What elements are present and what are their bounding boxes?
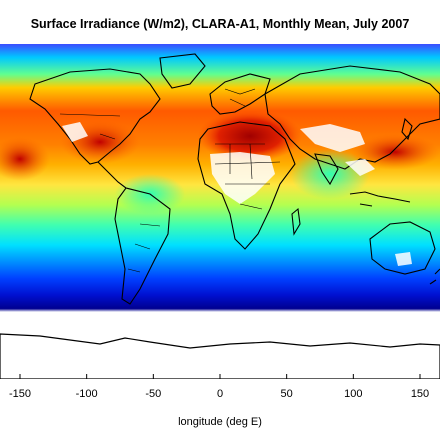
no-data-south-asia [345,159,375,176]
x-axis-tick-labels: -150 -100 -50 0 50 100 150 [9,388,429,400]
central-america-outline [97,161,127,189]
indonesia-outline [349,191,411,207]
x-tick-label: 0 [217,388,223,400]
x-axis: -150 -100 -50 0 50 100 150 [9,388,429,400]
x-tick-label: 150 [411,388,429,400]
europe-outline [209,73,271,115]
europe-borders [224,88,256,107]
no-data-patches [62,122,412,266]
x-tick-label: 50 [281,388,293,400]
antarctica-coastline [0,333,440,379]
x-axis-ticks [19,374,421,379]
australia-outline [369,221,436,275]
africa-borders [214,143,281,210]
north-america-borders [59,113,121,140]
no-data-central-africa [210,152,275,204]
asia-outline [264,65,440,170]
africa-outline [197,121,296,250]
country-borders [59,88,281,273]
no-data-north-america [62,122,88,142]
x-tick-label: -100 [76,388,98,400]
coastlines [29,53,440,305]
map-svg [0,44,440,379]
x-tick-label: 100 [344,388,362,400]
x-tick-label: -50 [145,388,161,400]
madagascar-outline [291,207,301,236]
north-america-outline [29,68,161,165]
x-axis-label: longitude (deg E) [178,416,262,428]
hot-region-sahara [198,110,302,162]
greenland-outline [159,53,206,89]
no-data-central-asia [300,124,365,152]
japan-outline [401,117,413,141]
irradiance-map [0,44,440,379]
new-zealand-outline [429,268,440,285]
irradiance-field [0,44,440,379]
south-america-borders [127,223,161,273]
map-title: Surface Irradiance (W/m2), CLARA-A1, Mon… [30,17,410,31]
x-tick-label: -150 [9,388,31,400]
india-outline [314,153,339,186]
hot-region-east-pacific [0,137,50,181]
no-data-australia [395,252,412,266]
south-america-outline [114,187,171,305]
